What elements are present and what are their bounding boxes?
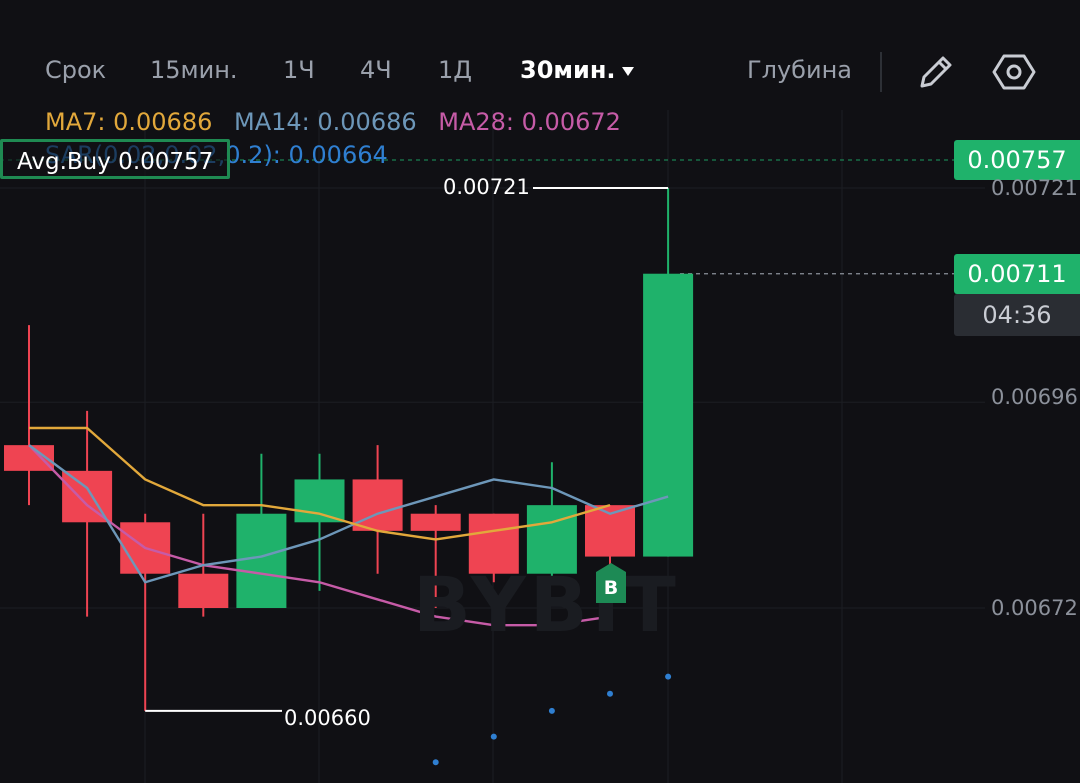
timeframe-15m[interactable]: 15мин. xyxy=(150,56,238,84)
pencil-icon[interactable] xyxy=(914,50,958,94)
timeframe-1d[interactable]: 1Д xyxy=(438,56,473,84)
caret-down-icon xyxy=(621,66,634,76)
watermark: BYBIT xyxy=(413,560,680,649)
candle-body xyxy=(178,573,229,608)
candle-countdown: 04:36 xyxy=(954,294,1080,336)
ma28-line xyxy=(28,444,611,627)
candle-body xyxy=(236,513,287,608)
candle-body xyxy=(294,479,345,523)
y-tick-top: 0.00721 xyxy=(991,176,1078,200)
ma28-legend: MA28: 0.00672 xyxy=(438,108,621,136)
last-price-tag: 0.00711 xyxy=(954,254,1080,294)
low-price-label: 0.00660 xyxy=(284,706,371,730)
avg-buy-price-tag: 0.00757 xyxy=(954,140,1080,180)
ma7-legend: MA7: 0.00686 xyxy=(45,108,213,136)
timeframe-term[interactable]: Срок xyxy=(45,56,107,84)
y-tick-low: 0.00672 xyxy=(991,596,1078,620)
timeframe-30m-dropdown[interactable]: 30мин. xyxy=(520,56,634,84)
candle-body xyxy=(468,513,519,574)
timeframe-1h[interactable]: 1Ч xyxy=(283,56,315,84)
avg-buy-label[interactable]: Avg.Buy 0.00757 xyxy=(0,139,230,179)
candle-body xyxy=(410,513,461,531)
timeframe-4h[interactable]: 4Ч xyxy=(360,56,392,84)
sar-dot xyxy=(548,707,555,714)
candle-body xyxy=(352,479,403,531)
ma-legend: MA7: 0.00686 MA14: 0.00686 MA28: 0.00672 xyxy=(45,108,635,136)
timeframe-30m-label: 30мин. xyxy=(520,56,616,84)
ma7-line xyxy=(29,426,611,541)
sar-dot xyxy=(490,733,497,740)
sar-dot xyxy=(665,673,672,680)
settings-hexagon-icon[interactable] xyxy=(992,50,1036,94)
candle-body xyxy=(643,273,694,557)
timeframe-toolbar: Срок 15мин. 1Ч 4Ч 1Д 30мин. Глубина xyxy=(0,0,1080,110)
sar-dot xyxy=(607,690,613,697)
ma14-line xyxy=(28,444,669,584)
ma14-legend: MA14: 0.00686 xyxy=(234,108,417,136)
buy-signal-marker[interactable]: B xyxy=(596,563,626,603)
y-tick-mid: 0.00696 xyxy=(991,385,1078,409)
high-price-label: 0.00721 xyxy=(443,175,530,199)
buy-marker-label: B xyxy=(604,577,618,599)
toolbar-divider xyxy=(880,52,882,92)
sar-dot xyxy=(432,759,439,766)
depth-tab[interactable]: Глубина xyxy=(747,56,852,84)
